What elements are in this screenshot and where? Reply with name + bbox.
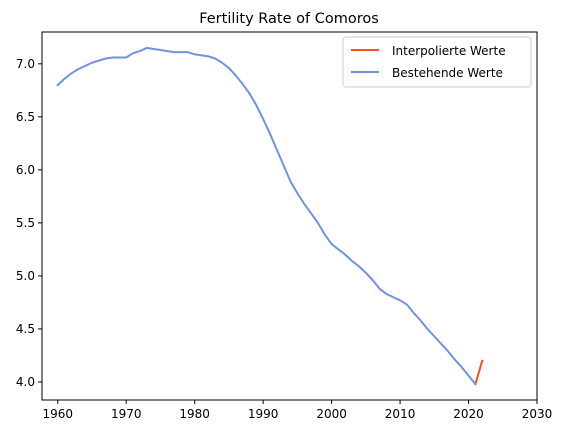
- legend-label-existing: Bestehende Werte: [392, 66, 503, 80]
- x-tick-label: 1960: [42, 407, 73, 421]
- x-tick-label: 1990: [248, 407, 279, 421]
- x-tick-label: 2010: [385, 407, 416, 421]
- series-line-existing: [58, 48, 476, 384]
- x-tick-label: 2020: [453, 407, 484, 421]
- y-tick-label: 7.0: [16, 57, 35, 71]
- y-tick-label: 4.5: [16, 322, 35, 336]
- x-tick-label: 2030: [522, 407, 553, 421]
- y-axis: 4.0 4.5 5.0 5.5 6.0 6.5 7.0: [16, 57, 42, 389]
- x-tick-label: 2000: [316, 407, 347, 421]
- x-tick-label: 1980: [179, 407, 210, 421]
- y-tick-label: 5.5: [16, 216, 35, 230]
- y-tick-label: 6.0: [16, 163, 35, 177]
- y-tick-label: 6.5: [16, 110, 35, 124]
- y-tick-label: 4.0: [16, 375, 35, 389]
- y-tick-label: 5.0: [16, 269, 35, 283]
- plot-lines: [58, 48, 482, 384]
- x-tick-label: 1970: [111, 407, 142, 421]
- legend-label-interpolated: Interpolierte Werte: [392, 44, 506, 58]
- series-line-interpolated: [475, 361, 482, 384]
- chart-title: Fertility Rate of Comoros: [199, 11, 379, 27]
- x-axis: 1960 1970 1980 1990 2000 2010 2020 2030: [42, 400, 552, 421]
- legend: Interpolierte Werte Bestehende Werte: [343, 37, 531, 87]
